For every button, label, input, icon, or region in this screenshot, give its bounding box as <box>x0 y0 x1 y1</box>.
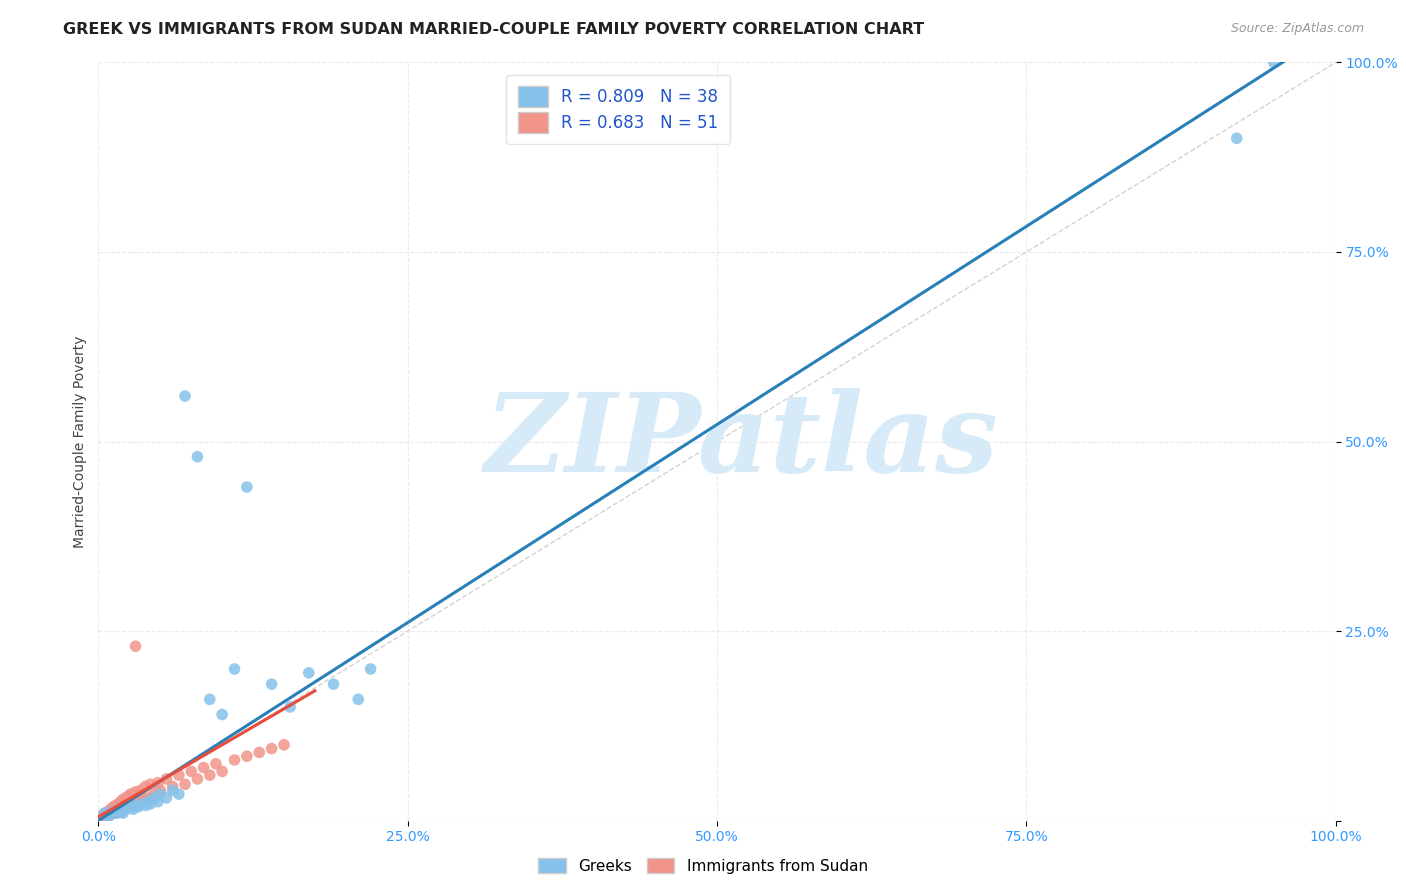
Point <box>139 777 162 791</box>
Point <box>93 806 115 821</box>
Point <box>143 791 166 805</box>
Point <box>347 692 370 706</box>
Point <box>94 806 117 821</box>
Point <box>131 797 153 811</box>
Point <box>103 805 125 819</box>
Point <box>167 768 190 782</box>
Point <box>115 800 138 814</box>
Point <box>120 787 142 801</box>
Point <box>110 795 132 809</box>
Point <box>96 808 118 822</box>
Point <box>124 639 146 653</box>
Point <box>114 791 136 805</box>
Point <box>91 811 114 825</box>
Point <box>224 662 246 676</box>
Point <box>198 692 221 706</box>
Point <box>273 738 295 752</box>
Point <box>136 795 159 809</box>
Point <box>162 783 184 797</box>
Point <box>103 805 125 819</box>
Point <box>1263 55 1285 70</box>
Point <box>174 389 197 403</box>
Point <box>360 662 382 676</box>
Point <box>117 798 139 813</box>
Point <box>111 805 134 819</box>
Point <box>129 783 152 797</box>
Point <box>93 810 115 824</box>
Point <box>278 699 301 714</box>
Legend: R = 0.809   N = 38, R = 0.683   N = 51: R = 0.809 N = 38, R = 0.683 N = 51 <box>506 75 730 145</box>
Point <box>134 798 156 813</box>
Point <box>146 776 169 790</box>
Point <box>186 772 208 786</box>
Point <box>114 802 136 816</box>
Point <box>155 791 177 805</box>
Point <box>107 797 129 811</box>
Point <box>124 798 146 813</box>
Point <box>224 753 246 767</box>
Point <box>136 791 159 805</box>
Point <box>205 756 228 771</box>
Point <box>93 807 115 822</box>
Point <box>162 780 184 794</box>
Point <box>260 677 283 691</box>
Point <box>117 789 139 804</box>
Point <box>132 792 155 806</box>
Point <box>112 792 135 806</box>
Point <box>260 741 283 756</box>
Point <box>104 798 127 813</box>
Point <box>122 797 145 811</box>
Point <box>236 749 259 764</box>
Point <box>134 780 156 794</box>
Point <box>105 806 128 821</box>
Point <box>146 795 169 809</box>
Point <box>103 800 125 814</box>
Point <box>149 783 172 797</box>
Point <box>122 802 145 816</box>
Point <box>104 806 127 821</box>
Point <box>211 707 233 722</box>
Point <box>322 677 344 691</box>
Point <box>198 768 221 782</box>
Y-axis label: Married-Couple Family Poverty: Married-Couple Family Poverty <box>73 335 87 548</box>
Legend: Greeks, Immigrants from Sudan: Greeks, Immigrants from Sudan <box>531 852 875 880</box>
Point <box>101 806 124 821</box>
Point <box>108 802 131 816</box>
Point <box>180 764 202 779</box>
Point <box>112 806 135 821</box>
Text: Source: ZipAtlas.com: Source: ZipAtlas.com <box>1230 22 1364 36</box>
Point <box>211 764 233 779</box>
Point <box>110 805 132 819</box>
Point <box>149 787 172 801</box>
Point <box>98 806 121 821</box>
Point <box>298 665 321 680</box>
Point <box>127 795 149 809</box>
Point <box>193 760 215 774</box>
Text: ZIPatlas: ZIPatlas <box>485 388 998 495</box>
Point <box>1226 131 1249 145</box>
Point <box>112 802 135 816</box>
Point <box>155 772 177 786</box>
Point <box>167 787 190 801</box>
Point <box>100 802 122 816</box>
Point <box>174 777 197 791</box>
Point <box>236 480 259 494</box>
Point <box>127 800 149 814</box>
Point <box>139 797 162 811</box>
Text: GREEK VS IMMIGRANTS FROM SUDAN MARRIED-COUPLE FAMILY POVERTY CORRELATION CHART: GREEK VS IMMIGRANTS FROM SUDAN MARRIED-C… <box>63 22 924 37</box>
Point <box>143 787 166 801</box>
Point <box>247 746 270 760</box>
Point <box>97 810 120 824</box>
Point <box>97 805 120 819</box>
Point <box>100 807 122 822</box>
Point <box>118 798 141 813</box>
Point <box>186 450 208 464</box>
Point <box>120 800 142 814</box>
Point <box>107 802 129 816</box>
Point <box>124 785 146 799</box>
